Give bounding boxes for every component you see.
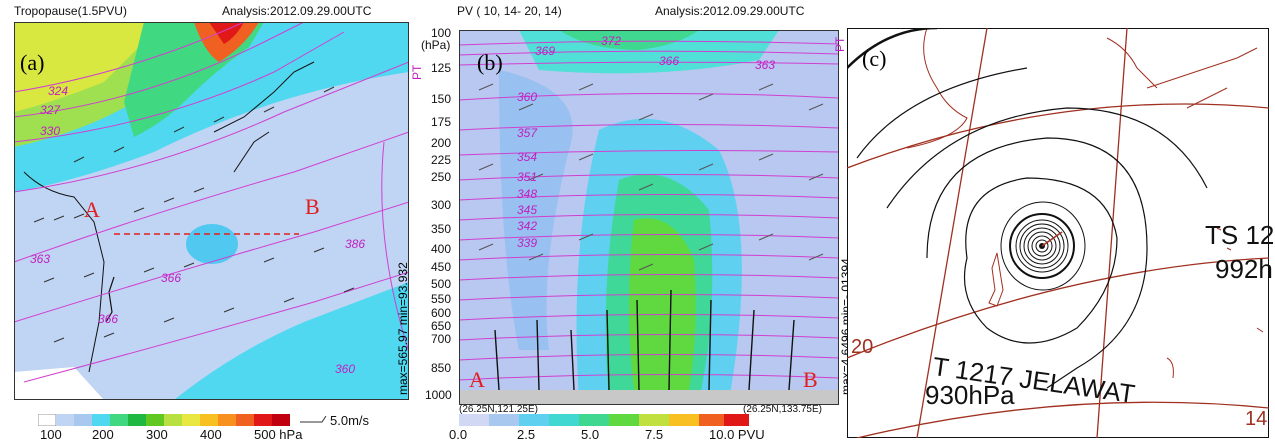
panel-b-y-350: 350 (431, 222, 452, 236)
panel-b-y-100: 100 (431, 26, 452, 40)
panel-a-contour-363: 363 (30, 252, 51, 266)
panel-b-cross-section (459, 30, 839, 405)
panel-c-label: (c) (862, 46, 887, 71)
panel-b-isentrope-357: 357 (517, 126, 538, 140)
panel-a-point-a: A (84, 197, 100, 222)
panel-b-y-550: 550 (431, 292, 452, 306)
panel-a-contour-366b: 366 (98, 312, 119, 326)
panel-b-y-250: 250 (431, 170, 452, 184)
panel-b-y-650: 650 (431, 319, 452, 333)
panel-b-isentrope-369: 369 (535, 44, 556, 58)
panel-b-y-125: 125 (431, 61, 452, 75)
panel-b-y-1000: 1000 (425, 388, 452, 402)
panel-b-isentrope-360: 360 (517, 90, 538, 104)
panel-b-y-600: 600 (431, 306, 452, 320)
panel-b-isentrope-372: 372 (601, 34, 622, 48)
panel-b-y-175: 175 (431, 115, 452, 129)
panel-b-cb-25: 2.5 (517, 427, 536, 442)
storm-ts-label: TS 12 (1205, 220, 1275, 250)
panel-b-cb-75: 7.5 (645, 427, 664, 442)
panel-a-cb-200: 200 (92, 427, 114, 442)
storm-t-pressure: 930hPa (925, 380, 1015, 410)
panel-a-pt: PT (410, 64, 424, 80)
panel-a-map (14, 22, 409, 400)
panel-a-cb-100: 100 (40, 427, 62, 442)
panel-b-y-500: 500 (431, 277, 452, 291)
panel-b-isentrope-348: 348 (517, 187, 538, 201)
panel-a-side-stats: max=565.97 min=93.932 (396, 262, 410, 395)
panel-b-colorbar (459, 414, 749, 426)
panel-a-vector-ref: 5.0m/s (330, 413, 370, 428)
panel-a-label: (a) (20, 50, 45, 75)
panel-b-y-unit: (hPa) (421, 38, 451, 52)
panel-a-contour-366: 366 (161, 271, 182, 285)
panel-a-contour-324: 324 (48, 84, 69, 98)
panel-b-title-left: PV ( 10, 14- 20, 14) (457, 4, 562, 18)
panel-b-label: (b) (477, 50, 503, 75)
panel-a-cb-400: 400 (200, 427, 222, 442)
panel-b-y-150: 150 (431, 92, 452, 106)
panel-a-cb-500: 500 hPa (254, 427, 303, 442)
panel-c-map (847, 28, 1269, 438)
panel-c: (c) TS 12 992h T 1217 JELAWAT 930hPa 20 … (847, 28, 1274, 438)
panel-b-x-left: (26.25N,121.25E) (459, 404, 538, 415)
panel-a-contour-360: 360 (335, 362, 356, 376)
panel-b-point-a: A (469, 367, 485, 392)
panel-a-contour-386: 386 (345, 237, 366, 251)
panel-b-isentrope-366: 366 (659, 54, 680, 68)
panel-b-y-300: 300 (431, 198, 452, 212)
panel-b-y-850: 850 (431, 361, 452, 375)
panel-b-y-225: 225 (431, 153, 452, 167)
panel-a-title-right: Analysis:2012.09.29.00UTC (222, 4, 372, 18)
vector-reference-icon (300, 415, 327, 423)
panel-b-point-b: B (803, 367, 818, 392)
storm-ts-pressure: 992h (1215, 254, 1273, 284)
panel-a-title-left: Tropopause(1.5PVU) (14, 4, 127, 18)
panel-b-title-right: Analysis:2012.09.29.00UTC (655, 4, 805, 18)
panel-b: PV ( 10, 14- 20, 14) Analysis:2012.09.29… (421, 0, 853, 442)
panel-b-isentrope-363: 363 (755, 58, 776, 72)
panel-b-pt: PT (833, 36, 847, 52)
panel-a-contour-330: 330 (40, 124, 61, 138)
panel-b-isentrope-339: 339 (517, 236, 538, 250)
panel-b-isentrope-342: 342 (517, 219, 538, 233)
panel-b-cb-0: 0.0 (449, 427, 468, 442)
panel-b-isentrope-351: 351 (517, 170, 538, 184)
panel-b-y-200: 200 (431, 136, 452, 150)
panel-a-contour-327: 327 (40, 103, 61, 117)
panel-b-isentrope-354: 354 (517, 150, 538, 164)
panel-b-isentrope-345: 345 (517, 203, 538, 217)
panel-a-colorbar (38, 414, 290, 426)
panel-a: Tropopause(1.5PVU) Analysis:2012.09.29.0… (0, 0, 425, 442)
panel-b-y-400: 400 (431, 242, 452, 256)
panel-b-y-450: 450 (431, 260, 452, 274)
panel-b-y-700: 700 (431, 332, 452, 346)
grid-label-14: 14 (1245, 408, 1268, 430)
panel-a-point-b: B (305, 194, 320, 219)
panel-a-cb-300: 300 (146, 427, 168, 442)
panel-b-cb-50: 5.0 (581, 427, 600, 442)
grid-label-20: 20 (851, 336, 874, 358)
panel-b-cb-10: 10.0 PVU (709, 427, 765, 442)
panel-b-x-right: (26.25N,133.75E) (743, 404, 822, 415)
